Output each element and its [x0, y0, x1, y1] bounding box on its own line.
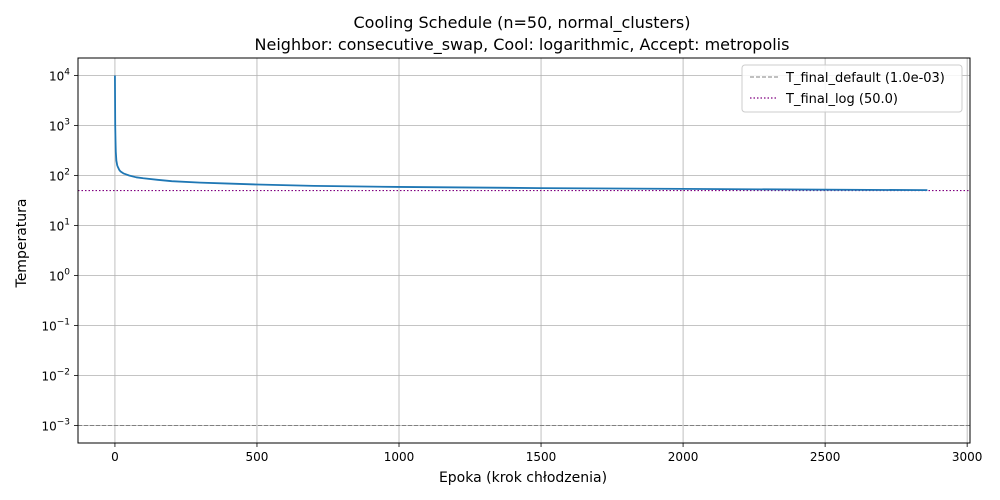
x-tick-label: 1500 [526, 450, 557, 464]
chart-subtitle: Neighbor: consecutive_swap, Cool: logari… [255, 35, 790, 55]
temperature-series-line [114, 75, 928, 192]
x-axis-ticks: 0 500 1000 1500 2000 2500 3000 [111, 443, 982, 464]
legend-label-default: T_final_default (1.0e-03) [785, 71, 945, 86]
legend-label-log: T_final_log (50.0) [785, 92, 898, 107]
chart-title: Cooling Schedule (n=50, normal_clusters) [353, 13, 690, 33]
y-axis-label: Temperatura [14, 199, 30, 289]
x-tick-label: 2000 [668, 450, 699, 464]
x-tick-label: 500 [246, 450, 269, 464]
x-tick-label: 2500 [810, 450, 841, 464]
legend: T_final_default (1.0e-03) T_final_log (5… [741, 64, 963, 113]
plot-frame [77, 57, 971, 444]
series-lines [114, 75, 928, 192]
legend-box [741, 64, 963, 113]
x-tick-label: 3000 [952, 450, 983, 464]
x-tick-label: 0 [111, 450, 119, 464]
x-axis-label: Epoka (krok chłodzenia) [439, 470, 607, 486]
x-tick-label: 1000 [384, 450, 415, 464]
